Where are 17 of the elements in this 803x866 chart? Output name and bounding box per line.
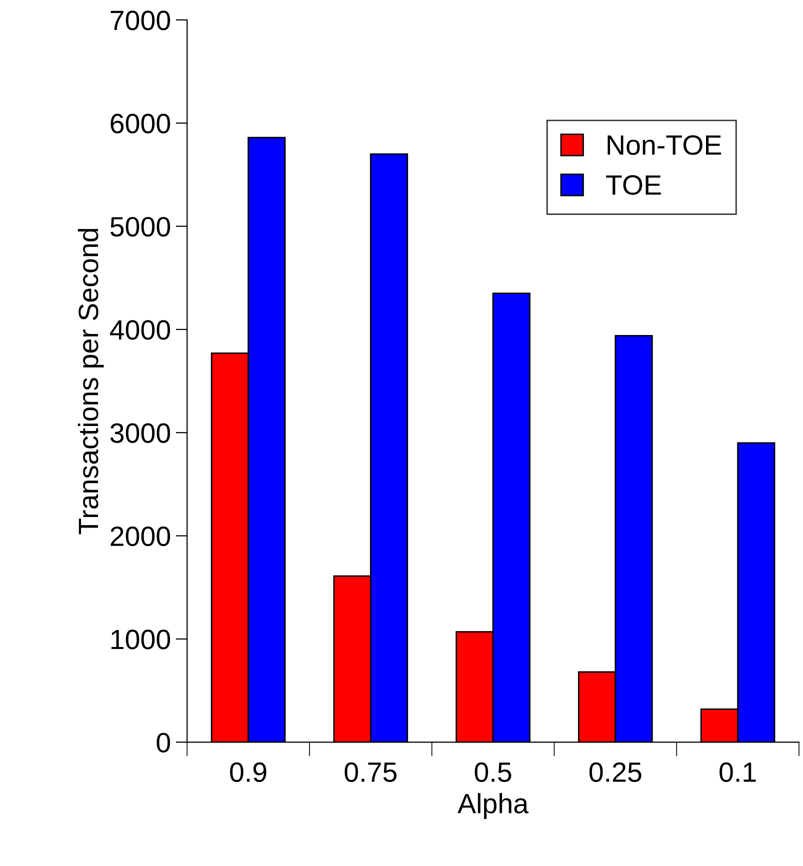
y-tick-label: 3000: [110, 423, 170, 443]
y-tick-label: 4000: [110, 320, 170, 340]
x-tick-label: 0.75: [344, 762, 397, 782]
x-tick-label: 0.25: [589, 762, 642, 782]
x-tick-label: 0.1: [720, 762, 756, 782]
legend-label: TOE: [606, 175, 661, 195]
y-tick-label: 6000: [110, 114, 170, 134]
y-tick-label: 7000: [110, 10, 170, 30]
y-tick-label: 1000: [111, 630, 170, 650]
legend-label: Non-TOE: [608, 135, 722, 155]
x-tick-label: 0.5: [474, 762, 512, 782]
y-tick-label: 2000: [110, 526, 170, 546]
x-tick-label: 0.9: [230, 762, 266, 782]
y-tick-label: 5000: [110, 216, 170, 237]
y-axis-title: Transactions per Second: [78, 228, 104, 534]
x-axis-title: Alpha: [458, 793, 529, 819]
y-tick-label: 0: [156, 732, 170, 752]
